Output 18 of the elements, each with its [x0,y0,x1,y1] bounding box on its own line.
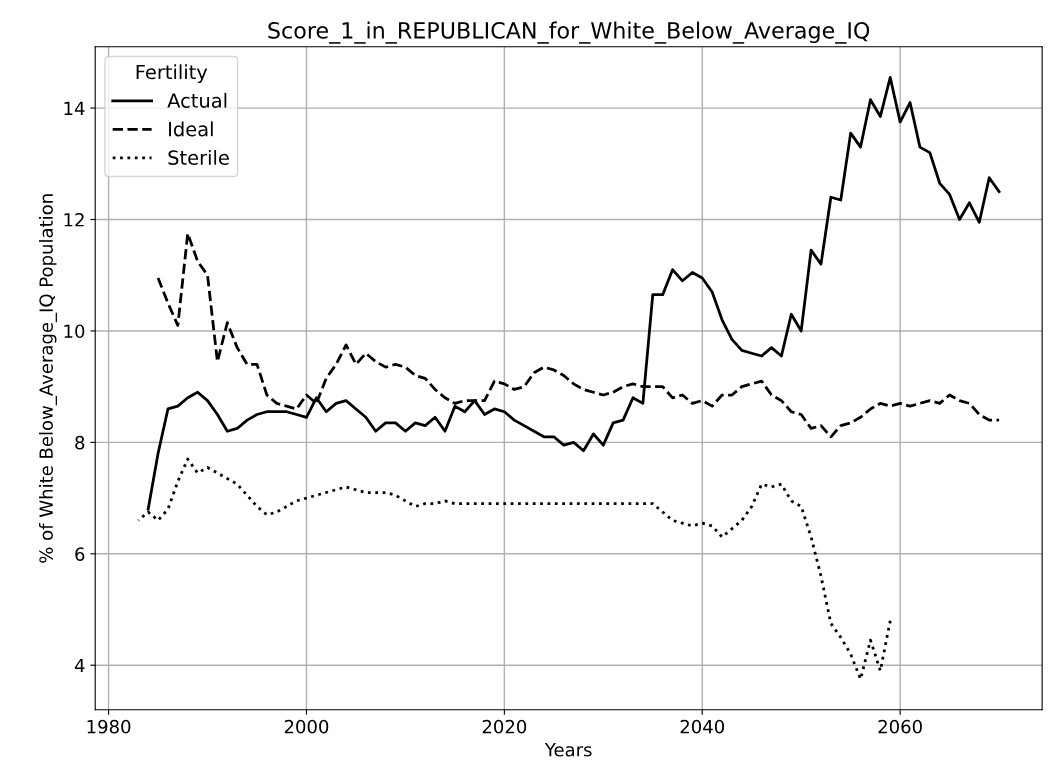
chart-title: Score_1_in_REPUBLICAN_for_White_Below_Average_IQ [268,21,870,44]
y-tick-label: 6 [75,547,85,561]
x-tick-label: 2040 [680,719,725,734]
y-tick-label: 10 [64,324,85,339]
legend-label: Ideal [169,121,213,137]
x-axis-title: Years [544,743,592,757]
x-tick-label: 2000 [284,719,329,734]
y-tick-label: 12 [64,212,84,227]
y-axis-title: % of White Below_Average_IQ Population [38,194,57,563]
legend-label: Sterile [168,149,229,165]
x-tick-label: 2020 [482,719,527,734]
x-tick-label: 2060 [878,719,922,734]
y-tick-label: 4 [74,658,85,673]
legend-title: Fertility [136,64,208,84]
y-tick-label: 8 [75,435,85,450]
x-tick-label: 1980 [87,719,131,734]
y-tick-label: 14 [64,101,85,115]
legend-label: Actual [167,92,227,108]
